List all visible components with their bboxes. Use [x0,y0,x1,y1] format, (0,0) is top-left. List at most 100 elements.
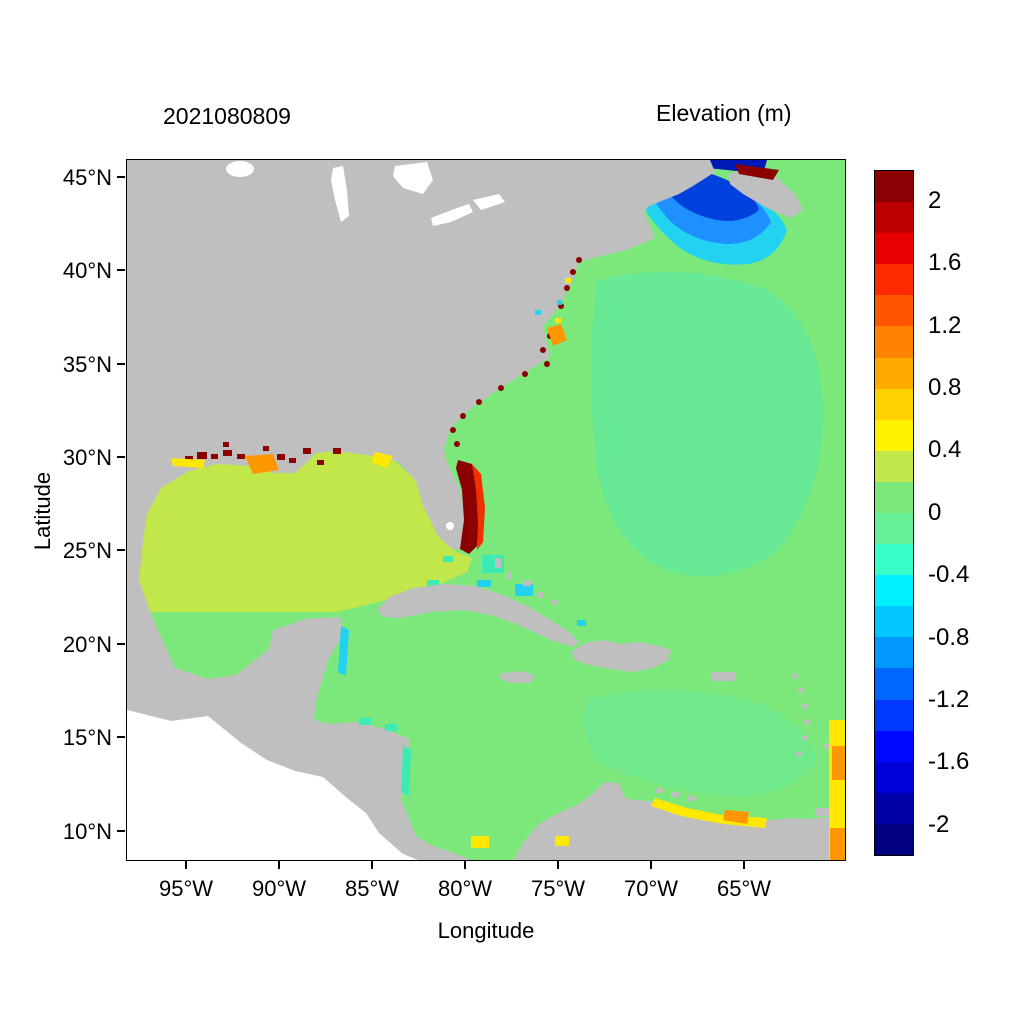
lake-huron [393,162,433,194]
colorbar-cell [875,295,913,327]
north-gulf-coast-surge-specks [185,442,341,465]
x-tick-mark [557,861,559,869]
map-plot-area [126,159,846,861]
colorbar-cell [875,761,913,793]
colorbar [874,170,914,856]
x-axis-label: Longitude [437,918,535,943]
x-tick-mark [650,861,652,869]
x-tick-mark [371,861,373,869]
y-tick-label: 20°N [62,632,112,657]
nova-scotia-landmass [728,168,803,218]
y-tick-mark [117,736,125,738]
outside-domain-pacific [127,708,419,860]
bahamas-banks-cyan [477,580,586,626]
y-tick-mark [117,643,125,645]
colorbar-cell [875,823,913,855]
colorbar-tick-label: 1.6 [928,249,962,276]
x-tick-mark [278,861,280,869]
north-america-landmass [127,160,715,860]
y-tick-label: 45°N [62,165,112,190]
texas-yellow-patch [171,458,205,468]
yucatan-coast-cyan-strip [338,626,349,676]
y-tick-label: 40°N [62,258,112,283]
great-lakes [226,161,505,530]
cuba [377,584,579,647]
colorbar-tick-label: -1.2 [928,686,970,713]
lake-michigan [331,166,349,222]
south-america-landmass [513,782,839,860]
caribbean-shade-patch [583,690,817,797]
venezuela-coast-orange-patch [723,810,749,824]
lake-okeechobee [446,522,454,530]
x-tick-label: 85°W [344,876,400,901]
puerto-rico [711,672,735,681]
colorbar-cell [875,606,913,638]
colorbar-tick-label: -1.6 [928,748,970,775]
louisiana-orange-patch [245,454,279,474]
atlantic-shade-patch [591,272,824,577]
colorbar-tick-label: 0.4 [928,436,962,463]
y-tick-label: 25°N [62,538,112,563]
honduras-coast-teal-specks [359,718,411,796]
pamlico-orange-patch [547,324,567,346]
colorbar-cell [875,419,913,451]
fundy-head-surge-strip [735,164,779,180]
florida-coast-surge-fringe [472,464,485,550]
panama-colombia-yellow-specks [471,836,569,848]
east-boundary-orange-segments [830,746,845,860]
colorbar-tick-label: 1.2 [928,312,962,339]
y-tick-label: 15°N [62,725,112,750]
colorbar-cell [875,481,913,513]
florida-coast-surge-strip [456,460,479,554]
trinidad [815,808,829,816]
colorbar-cell [875,699,913,731]
lake-erie [431,204,473,226]
colorbar-cell [875,575,913,607]
colorbar-cell [875,170,913,203]
x-tick-mark [185,861,187,869]
colorbar-tick-label: -0.8 [928,624,970,651]
y-axis-label: Latitude [30,471,55,551]
colorbar-cell [875,668,913,700]
y-tick-mark [117,363,125,365]
colorbar-tick-label: 0.8 [928,374,962,401]
colorbar-title: Elevation (m) [656,100,792,126]
colorbar-cell [875,637,913,669]
colorbar-cell [875,512,913,545]
colorbar-tick-label: -0.4 [928,561,970,588]
x-tick-label: 80°W [437,876,493,901]
colorbar-cells [875,170,913,855]
colorbar-cell [875,450,913,482]
mid-atlantic-yellow-specks [555,278,571,323]
y-tick-mark [117,549,125,551]
big-bend-yellow-patch [371,452,393,468]
y-tick-mark [117,456,125,458]
colorbar-cell [875,264,913,296]
y-tick-label: 35°N [62,352,112,377]
x-tick-label: 65°W [716,876,772,901]
y-tick-mark [117,176,125,178]
y-tick-mark [117,269,125,271]
y-tick-label: 30°N [62,445,112,470]
y-tick-label: 10°N [62,819,112,844]
colorbar-tick-label: -2 [928,811,950,838]
chesapeake-cyan-specks [535,300,562,315]
x-tick-mark [464,861,466,869]
x-tick-mark [743,861,745,869]
lake-ontario [473,194,505,210]
colorbar-cell [875,388,913,420]
x-tick-label: 75°W [530,876,586,901]
colorbar-cell [875,357,913,389]
plot-timestamp-title: 2021080809 [163,103,291,129]
colorbar-cell [875,792,913,824]
caribbean-islands [377,558,830,816]
x-tick-label: 90°W [251,876,307,901]
colorbar-cell [875,544,913,576]
colorbar-tick-label: 2 [928,187,942,214]
x-tick-label: 70°W [623,876,679,901]
colorbar-cell [875,233,913,265]
gulf-of-mexico-surface [127,438,472,612]
colorbar-cell [875,326,913,358]
colorbar-cell [875,730,913,762]
